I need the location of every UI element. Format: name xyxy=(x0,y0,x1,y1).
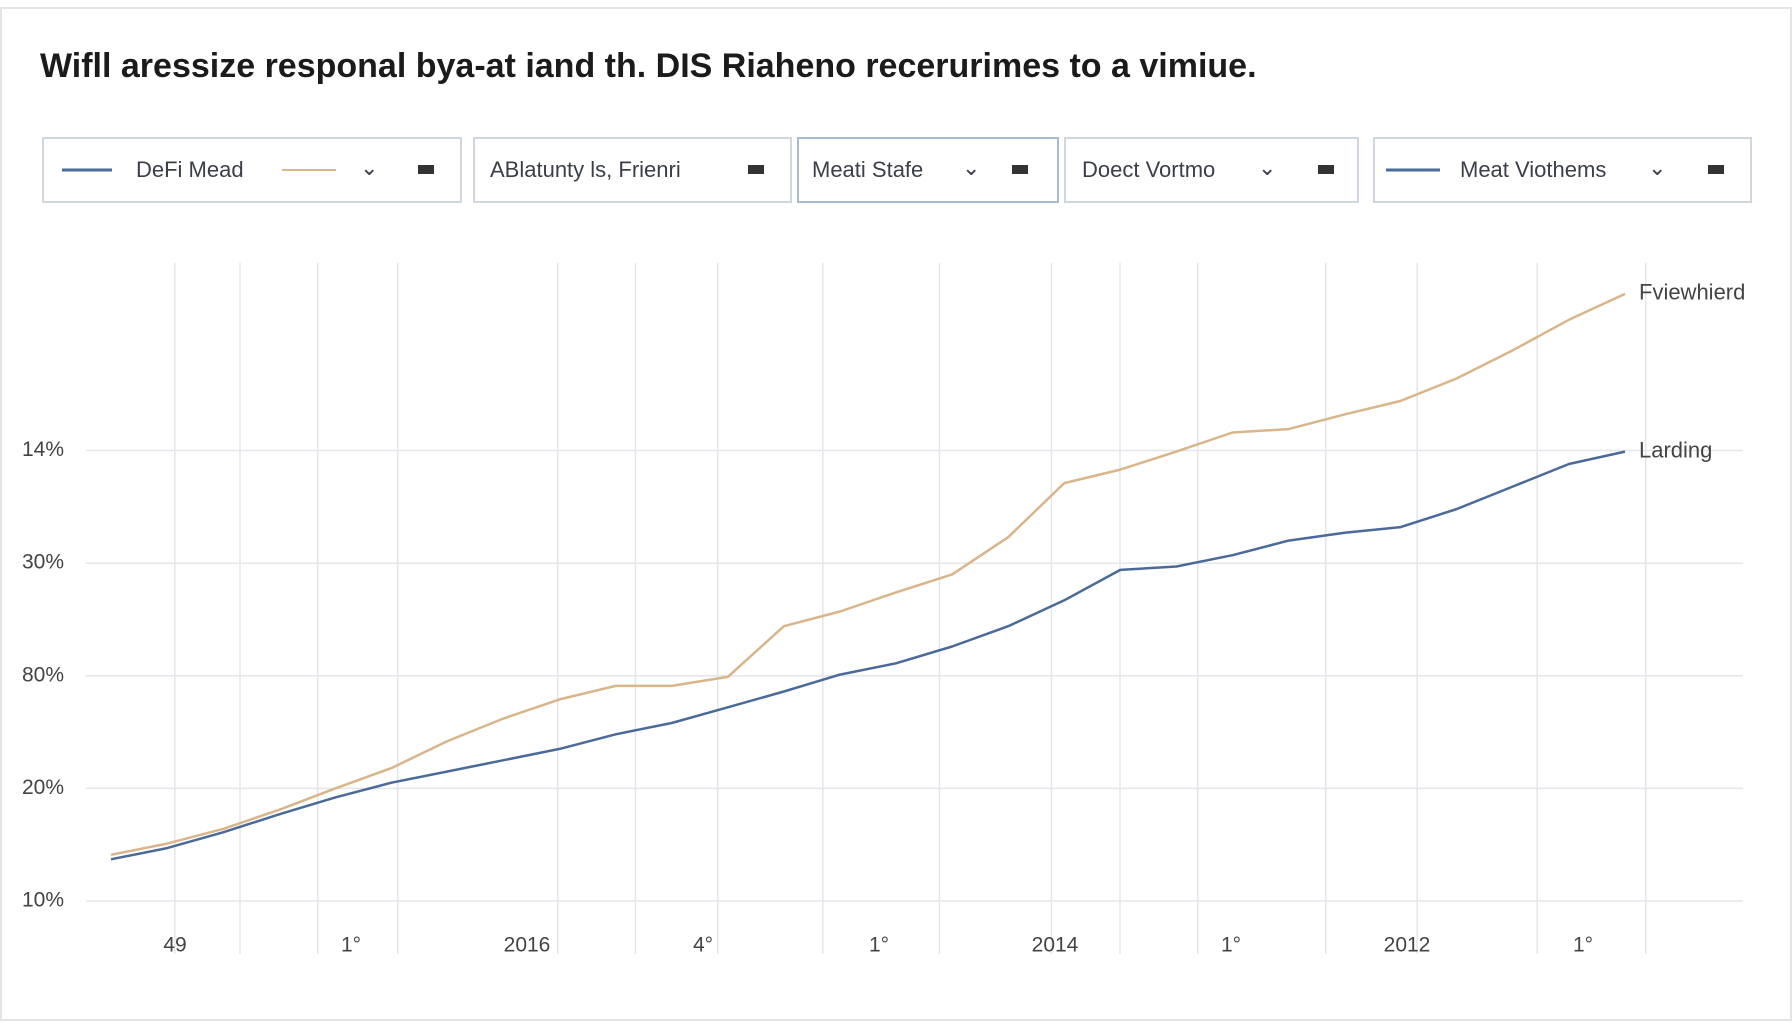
chevron: ⌄ xyxy=(962,155,980,180)
control[interactable] xyxy=(1064,137,1359,203)
x-tick-label: 1° xyxy=(341,934,361,957)
chevron: ⌄ xyxy=(1258,155,1276,180)
x-tick-label: 49 xyxy=(163,934,186,957)
chevron: ⌄ xyxy=(360,155,378,180)
control-label: Meat Viothems xyxy=(1460,157,1606,182)
series-line xyxy=(110,292,1626,857)
icon xyxy=(1318,165,1334,174)
x-tick-label: 1° xyxy=(869,934,889,957)
icon xyxy=(418,165,434,174)
control[interactable] xyxy=(42,137,462,203)
icon xyxy=(748,165,764,174)
control[interactable] xyxy=(473,137,792,203)
x-tick-label: 1° xyxy=(1221,934,1241,957)
series-line xyxy=(110,450,1626,861)
control-label: Doect Vortmo xyxy=(1082,157,1215,182)
y-tick-label: 14% xyxy=(22,438,64,461)
control-label: Meati Stafe xyxy=(812,157,923,182)
control-label: DeFi Mead xyxy=(136,157,244,182)
x-tick-label: 2014 xyxy=(1032,934,1079,957)
series-label: Fviewhierd xyxy=(1639,280,1745,305)
icon xyxy=(1708,165,1724,174)
series-label: Larding xyxy=(1639,437,1712,462)
y-tick-label: 80% xyxy=(22,663,64,686)
y-tick-label: 20% xyxy=(22,776,64,799)
chevron: ⌄ xyxy=(1648,155,1666,180)
y-tick-label: 10% xyxy=(22,889,64,912)
control-label: ABlatunty ls, Frienri xyxy=(490,157,681,182)
title: Wifll aressize responal bya-at iand th. … xyxy=(40,47,1257,85)
x-tick-label: 1° xyxy=(1573,934,1593,957)
y-tick-label: 30% xyxy=(22,551,64,574)
icon xyxy=(1012,165,1028,174)
x-tick-label: 4° xyxy=(693,934,713,957)
x-tick-label: 2012 xyxy=(1384,934,1431,957)
control-bar: DeFi Mead ⌄ ABlatunty ls, Frienri Meati … xyxy=(42,137,1752,203)
x-tick-label: 2016 xyxy=(504,934,551,957)
